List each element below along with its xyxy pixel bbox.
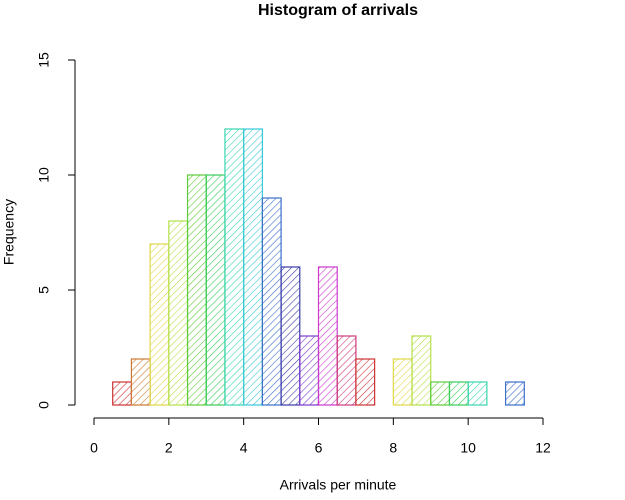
x-tick-label: 0: [90, 440, 98, 456]
y-tick-label: 15: [36, 52, 52, 68]
histogram-bar: [205, 174, 226, 406]
y-tick-label: 10: [36, 167, 52, 183]
chart-title: Histogram of arrivals: [258, 2, 418, 19]
histogram-bar: [224, 128, 245, 406]
histogram-bar: [392, 358, 413, 406]
y-tick-label: 0: [36, 401, 52, 409]
x-tick-label: 6: [315, 440, 323, 456]
x-tick-label: 2: [165, 440, 173, 456]
histogram-bar: [448, 381, 469, 406]
histogram-bar: [112, 381, 133, 406]
x-tick-label: 4: [240, 440, 248, 456]
x-tick-label: 8: [389, 440, 397, 456]
histogram-bar: [168, 220, 189, 406]
y-axis-label: Frequency: [1, 199, 17, 265]
x-tick-label: 12: [535, 440, 551, 456]
x-axis-label: Arrivals per minute: [280, 477, 397, 493]
histogram-bar: [299, 335, 320, 406]
histogram-bar: [130, 358, 151, 406]
histogram-bar: [317, 266, 338, 406]
histogram-bar: [186, 174, 207, 406]
histogram-bar: [467, 381, 488, 406]
histogram-bar: [243, 128, 263, 406]
histogram-bar: [504, 381, 525, 406]
histogram-bar: [430, 381, 451, 406]
histogram-bar: [411, 335, 432, 406]
histogram-bar: [336, 335, 357, 406]
histogram-bar: [149, 243, 170, 406]
y-tick-label: 5: [36, 286, 52, 294]
histogram-bar: [280, 266, 301, 406]
x-tick-label: 10: [460, 440, 476, 456]
histogram-bar: [261, 197, 282, 406]
histogram-bar: [355, 358, 376, 406]
